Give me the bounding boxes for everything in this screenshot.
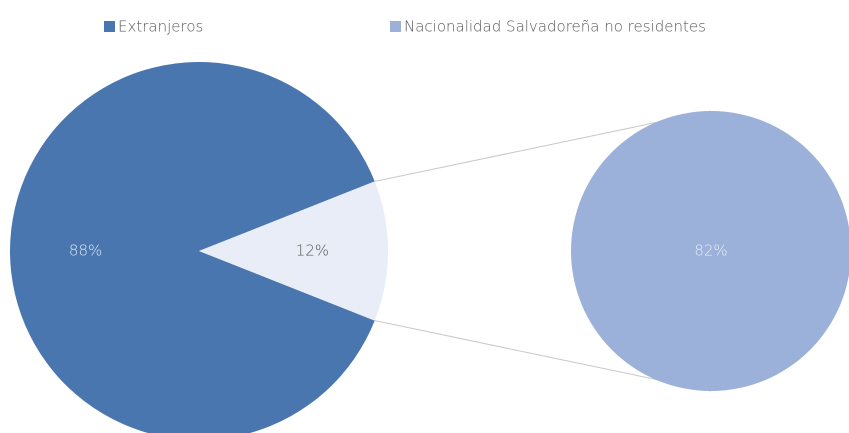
- pie-slice: [10, 62, 375, 433]
- data-label: 82%: [694, 242, 727, 260]
- legend-swatch: [104, 21, 115, 32]
- pie-slice: [571, 111, 849, 391]
- legend-label: Extranjeros: [118, 18, 203, 36]
- data-label: 12%: [296, 242, 329, 260]
- data-label: 88%: [69, 242, 102, 260]
- legend-swatch: [390, 21, 401, 32]
- pie-slice: [199, 181, 389, 321]
- legend-label: Nacionalidad Salvadoreña no residentes: [404, 18, 706, 36]
